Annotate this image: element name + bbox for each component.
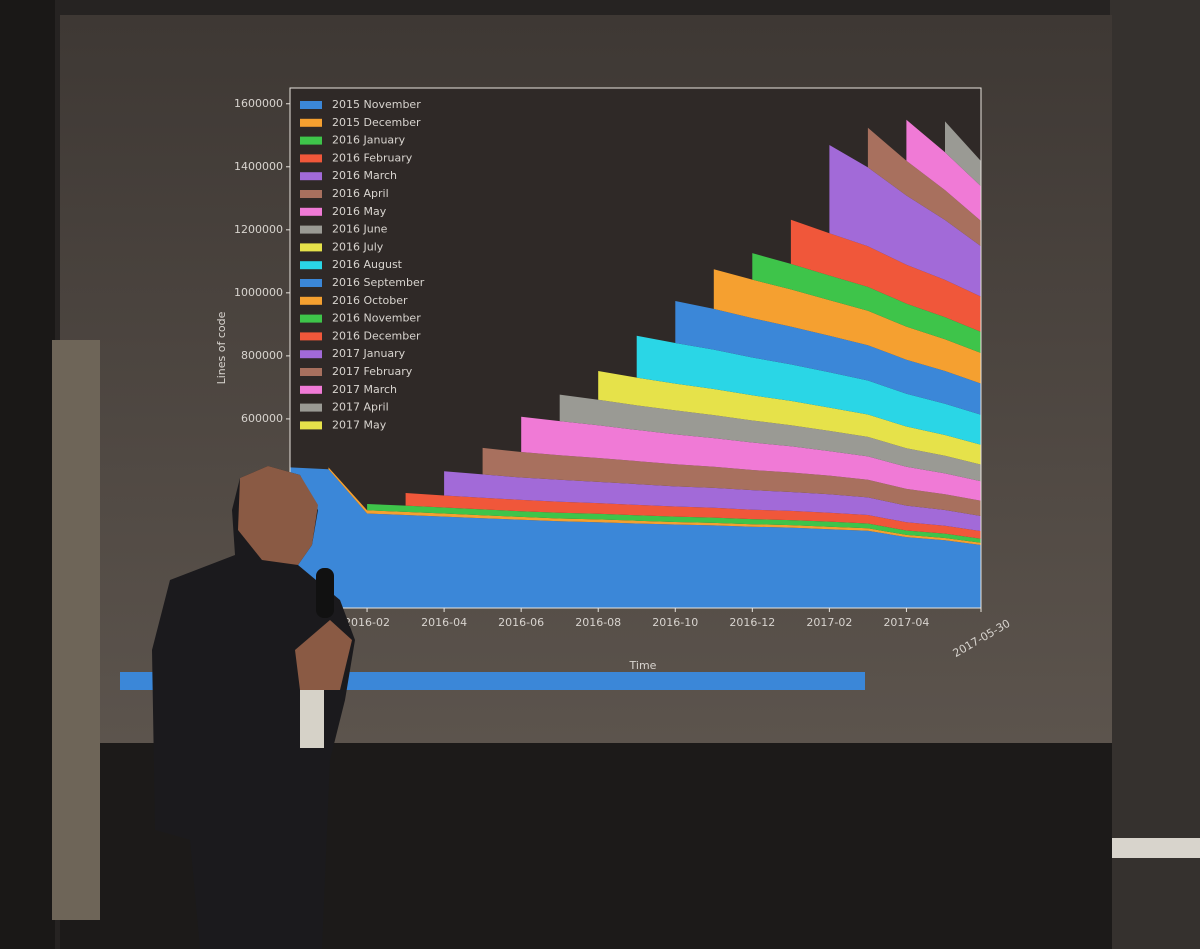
y-tick-label: 1000000: [234, 286, 283, 299]
legend-label: 2016 February: [332, 151, 413, 164]
y-tick-label: 1400000: [234, 160, 283, 173]
x-tick-label: 2016-10: [652, 616, 698, 629]
legend-swatch: [300, 136, 322, 145]
x-tick-label: 2016-08: [575, 616, 621, 629]
y-tick-label: 800000: [241, 349, 283, 362]
legend-label: 2017 March: [332, 383, 397, 396]
legend-label: 2016 April: [332, 187, 389, 200]
area: [328, 467, 981, 545]
legend-swatch: [300, 225, 322, 234]
badge: [300, 690, 324, 748]
legend-label: 2017 April: [332, 401, 389, 414]
area: [790, 219, 981, 332]
legend-label: 2015 December: [332, 116, 421, 129]
speaker-hands: [295, 620, 352, 690]
area: [598, 371, 981, 465]
area: [444, 471, 982, 532]
area: [482, 447, 981, 516]
x-tick-label: 2016-02: [344, 616, 390, 629]
legend-swatch: [300, 385, 322, 394]
area: [945, 121, 981, 187]
x-axis-label: Time: [629, 659, 657, 672]
legend-swatch: [300, 118, 322, 127]
area: [405, 493, 982, 539]
legend-label: 2016 August: [332, 258, 403, 271]
legend-label: 2015 November: [332, 98, 421, 111]
speaker: [152, 466, 355, 949]
legend-label: 2016 October: [332, 294, 408, 307]
area: [713, 269, 981, 384]
legend-label: 2017 February: [332, 365, 413, 378]
legend-label: 2016 March: [332, 169, 397, 182]
area: [636, 335, 981, 445]
legend-swatch: [300, 172, 322, 181]
legend-label: 2016 June: [332, 223, 388, 236]
legend-swatch: [300, 421, 322, 430]
area: [521, 416, 981, 501]
x-tick-label: 2016-04: [421, 616, 467, 629]
table: [1112, 838, 1200, 858]
chart: Lines of code Time 2015 November 2015 Dec…: [215, 87, 1013, 672]
side-panel: [52, 340, 100, 920]
speaker-head: [238, 466, 318, 565]
left-pillar: [0, 0, 55, 949]
x-tick-label: 2016-06: [498, 616, 544, 629]
y-tick-label: 600000: [241, 412, 283, 425]
legend-swatch: [300, 279, 322, 287]
legend-swatch: [300, 190, 322, 198]
area: [752, 253, 981, 353]
area: [559, 394, 981, 482]
legend-label: 2017 May: [332, 418, 387, 431]
legend-swatch: [300, 314, 322, 323]
y-axis-label: Lines of code: [215, 311, 228, 384]
legend-swatch: [300, 261, 322, 270]
legend-swatch: [300, 154, 322, 163]
speaker-body: [152, 466, 355, 949]
legend-label: 2016 September: [332, 276, 425, 289]
legend-swatch: [300, 207, 322, 216]
x-tick-label: 2016-12: [729, 616, 775, 629]
area: [906, 119, 981, 221]
legend-swatch: [300, 350, 322, 359]
legend-label: 2016 November: [332, 312, 421, 325]
legend-swatch: [300, 403, 322, 412]
area: [290, 467, 981, 608]
legend-label: 2017 January: [332, 347, 406, 360]
legend-swatch: [300, 296, 322, 305]
legend-label: 2016 July: [332, 240, 384, 253]
x-tick-label: 2017-02: [806, 616, 852, 629]
legend-label: 2016 May: [332, 205, 387, 218]
legend-swatch: [300, 368, 322, 376]
legend-swatch: [300, 243, 322, 252]
legend-label: 2016 December: [332, 329, 421, 342]
x-tick-label: 2017-04: [883, 616, 929, 629]
right-wall: [1110, 0, 1200, 949]
legend-swatch: [300, 101, 322, 109]
legend-label: 2016 January: [332, 134, 406, 147]
axes-frame: [289, 87, 982, 609]
area: [867, 127, 981, 247]
legend-swatch: [300, 332, 322, 341]
y-tick-label: 1200000: [234, 223, 283, 236]
area: [675, 301, 981, 415]
area: [367, 504, 982, 543]
area: [829, 145, 981, 297]
microphone: [316, 568, 334, 618]
y-tick-label: 1600000: [234, 97, 283, 110]
